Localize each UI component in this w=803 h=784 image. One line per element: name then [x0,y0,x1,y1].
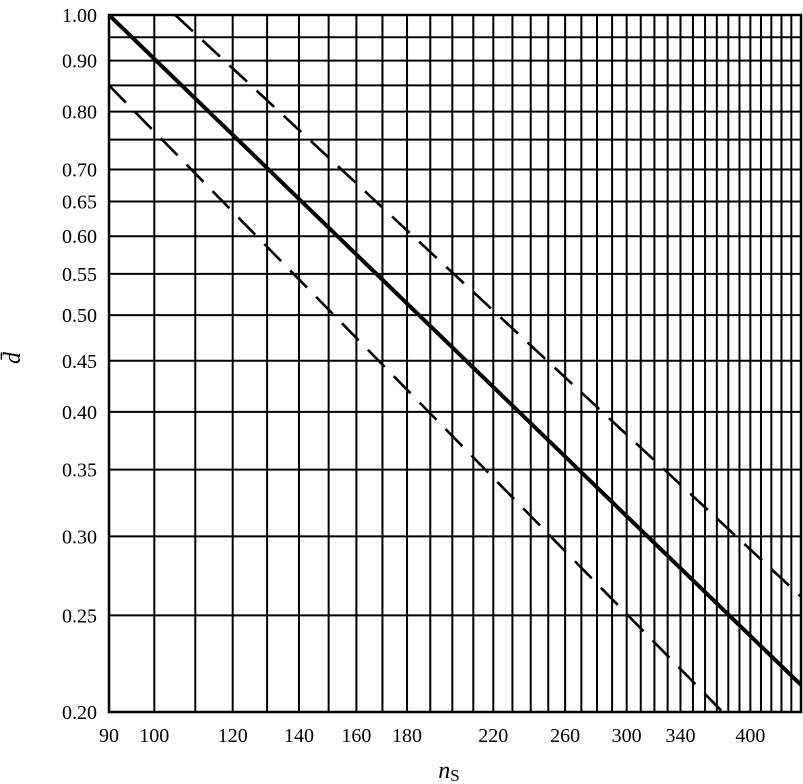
series-line-dashed-1 [174,15,801,599]
x-tick-labels: 90 100 120 140 160 180 220 260 300 340 400 [99,725,765,747]
y-tick-label: 0.70 [62,159,97,181]
x-axis-label-sub: S [450,766,459,784]
y-tick-label: 1.00 [62,5,97,27]
x-tick-label: 90 [99,725,119,747]
x-axis-label-main: n [438,758,450,784]
y-tick-label: 0.65 [62,192,97,214]
series-line-dashed-2 [109,84,724,712]
y-tick-label: 0.50 [62,305,97,327]
x-tick-label: 120 [218,725,248,747]
x-tick-label: 100 [139,725,169,747]
y-tick-label: 0.35 [62,460,97,482]
y-tick-label: 0.45 [62,351,97,373]
y-tick-label: 0.40 [62,402,97,424]
y-axis-label: d̄ [0,351,26,364]
y-tick-label: 0.25 [62,605,97,627]
x-tick-label: 300 [612,725,642,747]
x-tick-label: 340 [665,725,695,747]
vertical-gridlines [153,15,793,712]
horizontal-gridlines [109,36,801,617]
x-tick-label: 400 [735,725,765,747]
x-tick-label: 140 [284,725,314,747]
y-tick-labels: 0.20 0.25 0.30 0.35 0.40 0.45 0.50 0.55 0.60 0.65… [62,5,97,724]
plot-frame [107,13,803,714]
x-axis-label: nS [438,758,459,784]
y-tick-label: 0.90 [62,51,97,73]
series-line-solid [109,15,801,688]
x-tick-label: 260 [550,725,580,747]
x-tick-label: 180 [392,725,422,747]
y-tick-label: 0.20 [62,702,97,724]
y-tick-label: 0.60 [62,226,97,248]
y-tick-label: 0.80 [62,102,97,124]
data-lines [109,15,801,712]
y-tick-label: 0.55 [62,264,97,286]
y-tick-label: 0.30 [62,526,97,548]
x-tick-label: 160 [341,725,371,747]
x-tick-label: 220 [478,725,508,747]
